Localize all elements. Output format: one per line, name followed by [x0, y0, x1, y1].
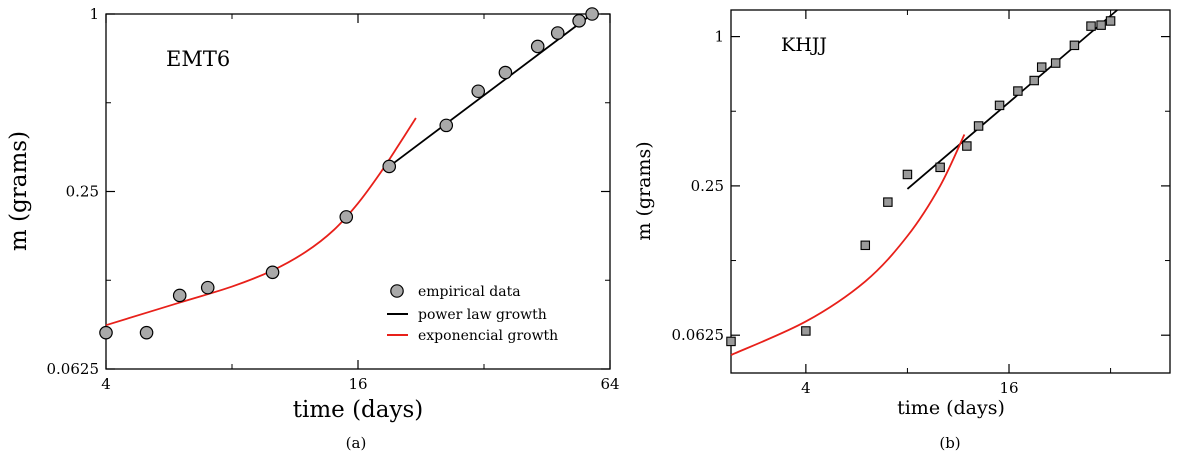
axis-tick-labels: 4 16 0.0625 0.25 1: [672, 28, 1019, 397]
panel-label: (a): [346, 434, 367, 452]
data-point: [962, 141, 972, 151]
data-point: [585, 7, 599, 21]
data-point: [1069, 40, 1080, 51]
data-point: [902, 169, 913, 180]
data-point: [1036, 62, 1047, 72]
x-axis-label: time (days): [897, 397, 1005, 419]
data-point: [572, 14, 586, 28]
plot-frame: [730, 9, 1171, 374]
y-axis-label: m (grams): [6, 131, 32, 251]
data-point: [1096, 20, 1106, 30]
fit-lines: [730, 9, 1118, 356]
x-tick-label: 64: [600, 375, 619, 393]
x-tick-label: 16: [348, 375, 367, 393]
x-axis-label: time (days): [293, 397, 424, 423]
data-point: [439, 118, 454, 133]
legend-label-exponential: exponencial growth: [418, 328, 558, 344]
axis-ticks: [105, 13, 611, 370]
data-point: [382, 159, 397, 174]
data-points: [726, 16, 1116, 347]
legend: empirical data power law growth exponenc…: [387, 284, 558, 344]
exponential-growth-line: [105, 117, 417, 327]
x-tick-label: 16: [999, 379, 1018, 397]
chart-annotation: KHJJ: [781, 34, 827, 56]
data-point: [339, 210, 354, 224]
legend-label-power: power law growth: [418, 307, 547, 323]
data-point: [883, 197, 893, 207]
data-point: [200, 280, 215, 295]
y-axis-label: m (grams): [633, 141, 655, 240]
data-point: [99, 325, 113, 340]
data-point: [471, 84, 486, 99]
x-tick-label: 4: [801, 379, 811, 397]
data-point: [973, 121, 984, 131]
chart-annotation: EMT6: [166, 47, 230, 71]
y-tick-label: 1: [89, 5, 99, 23]
data-point: [139, 325, 154, 340]
data-point: [1105, 16, 1116, 26]
power-law-growth-line: [906, 9, 1118, 190]
data-points: [99, 7, 599, 340]
data-point: [1029, 75, 1039, 86]
y-tick-label: 0.0625: [672, 326, 725, 344]
legend-marker-empirical: [390, 284, 404, 298]
y-tick-label: 1: [714, 28, 724, 46]
data-point: [530, 39, 545, 54]
panel-a: 4 16 64 0.0625 0.25 1 EMT6 time (days) m (gra…: [6, 5, 620, 452]
data-point: [935, 162, 945, 173]
data-point: [726, 336, 736, 347]
panel-b: 4 16 0.0625 0.25 1 KHJJ time (days) m (grams…: [633, 9, 1171, 452]
data-point: [498, 65, 513, 80]
exponential-growth-line: [730, 134, 966, 356]
x-tick-label: 4: [101, 375, 111, 393]
panel-label: (b): [939, 434, 960, 452]
axis-ticks: [731, 10, 1170, 373]
y-tick-label: 0.0625: [47, 360, 100, 378]
axis-tick-labels: 4 16 64 0.0625 0.25 1: [47, 5, 620, 393]
legend-label-empirical: empirical data: [418, 284, 521, 300]
data-point: [801, 326, 811, 336]
data-point: [172, 288, 187, 303]
data-point: [1050, 58, 1061, 68]
data-point: [1086, 21, 1096, 31]
data-point: [860, 240, 871, 251]
data-point: [265, 265, 280, 280]
y-tick-label: 0.25: [691, 177, 724, 195]
y-tick-label: 0.25: [66, 183, 99, 201]
data-point: [994, 100, 1005, 111]
data-point: [1013, 86, 1023, 96]
data-point: [550, 26, 565, 40]
